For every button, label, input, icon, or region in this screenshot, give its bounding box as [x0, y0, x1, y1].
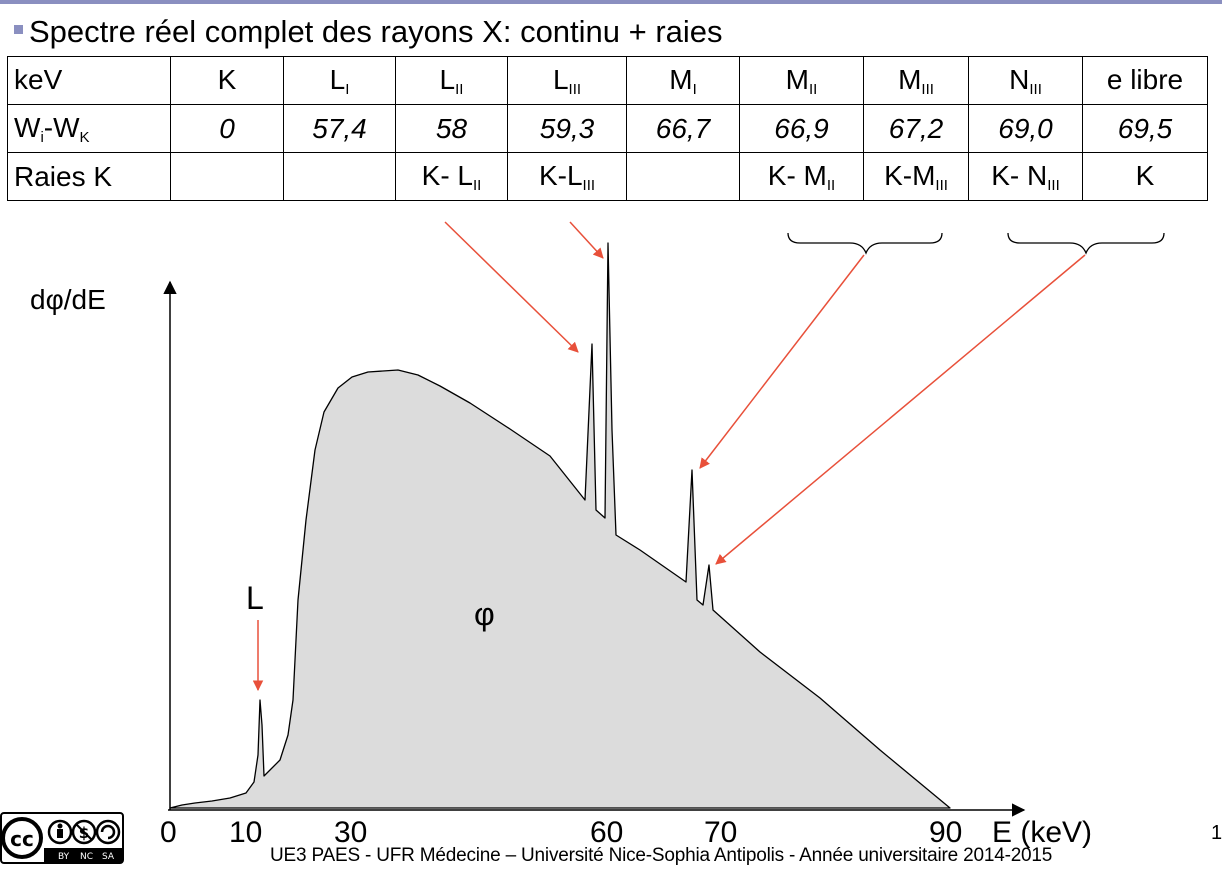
- table-cell: 67,2: [863, 104, 969, 153]
- bullet-square-icon: [14, 25, 23, 35]
- svg-text:SA: SA: [102, 852, 115, 862]
- table-cell: K- LII: [395, 152, 508, 201]
- x-axis-label: E (keV): [992, 816, 1093, 849]
- table-cell: LII: [395, 56, 508, 105]
- brace-m-lines: [787, 232, 943, 255]
- table-cell: Wi-WK: [7, 104, 171, 153]
- brace-n-lines: [1007, 232, 1165, 255]
- slide-title: Spectre réel complet des rayons X: conti…: [14, 14, 723, 50]
- table-cell: K- NIII: [968, 152, 1083, 201]
- l-peak-label: L: [246, 580, 264, 616]
- x-tick-label: 90: [929, 816, 963, 849]
- page-number: 1: [1211, 822, 1222, 844]
- table-cell: K: [1082, 152, 1208, 201]
- arrow-k-n: [715, 254, 1086, 565]
- x-tick-label: 70: [704, 816, 738, 849]
- table-cell: e libre: [1082, 56, 1208, 105]
- table-cell: 69,0: [968, 104, 1083, 153]
- electron-energy-table: keV K LI LII LIII MI MII MIII NIII e lib…: [7, 56, 1208, 201]
- arrow-k-lII: [444, 221, 579, 353]
- svg-text:NC: NC: [80, 852, 93, 862]
- continuous-spectrum-area: [169, 242, 951, 809]
- table-cell: Raies K: [7, 152, 171, 201]
- table-cell: 66,7: [626, 104, 740, 153]
- table-cell: K-MIII: [863, 152, 969, 201]
- x-tick-label: 60: [590, 816, 624, 849]
- table-cell: K: [170, 56, 284, 105]
- x-tick-label: 0: [160, 816, 177, 849]
- svg-text:BY: BY: [58, 852, 70, 862]
- cc-by-nc-sa-icon: cc $ BY NC SA: [0, 812, 124, 864]
- svg-text:cc: cc: [10, 827, 34, 851]
- arrow-k-lIII: [569, 221, 604, 259]
- arrow-k-m: [699, 254, 865, 469]
- y-axis-label: dφ/dE: [30, 284, 106, 315]
- table-cell: NIII: [968, 56, 1083, 105]
- table-cell: K- MII: [739, 152, 864, 201]
- table-cell: [626, 152, 740, 201]
- table-cell: MII: [739, 56, 864, 105]
- table-cell: K-LIII: [507, 152, 627, 201]
- x-tick-label: 10: [229, 816, 263, 849]
- table-cell: 59,3: [507, 104, 627, 153]
- table-row-raies: Raies K K- LII K-LIII K- MII K-MIII K- N…: [7, 152, 1208, 201]
- area-label: φ: [474, 596, 495, 632]
- footer-text: UE3 PAES - UFR Médecine – Université Nic…: [270, 845, 1053, 866]
- table-cell: 57,4: [283, 104, 396, 153]
- top-rule: [0, 0, 1222, 4]
- x-tick-label: 30: [334, 816, 368, 849]
- table-cell: [170, 152, 284, 201]
- slide-title-text: Spectre réel complet des rayons X: conti…: [29, 14, 723, 49]
- table-cell: 69,5: [1082, 104, 1208, 153]
- table-row-binding-energy: Wi-WK 0 57,4 58 59,3 66,7 66,9 67,2 69,0…: [7, 104, 1208, 153]
- table-cell: [283, 152, 396, 201]
- table-header-row: keV K LI LII LIII MI MII MIII NIII e lib…: [7, 56, 1208, 105]
